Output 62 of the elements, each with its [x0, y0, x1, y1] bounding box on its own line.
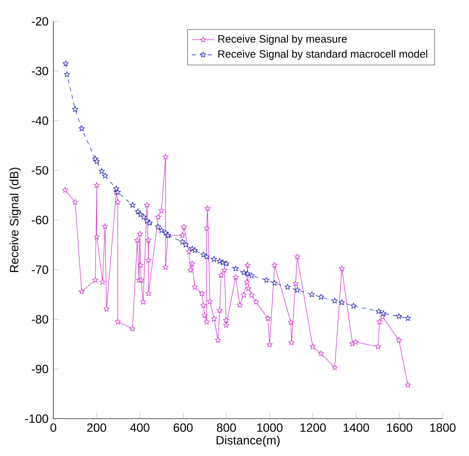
- point: [158, 227, 165, 234]
- point: [182, 242, 189, 248]
- point: [94, 158, 100, 164]
- y-tick-label: -100: [25, 414, 48, 423]
- point: [272, 280, 278, 286]
- point: [240, 269, 247, 276]
- x-tick-label: 1600: [386, 423, 412, 432]
- x-tick-label: 400: [130, 423, 150, 432]
- point: [232, 265, 239, 272]
- x-tick-label: 1800: [430, 423, 456, 432]
- point: [113, 185, 120, 192]
- point: [284, 284, 291, 290]
- point: [338, 299, 345, 306]
- point: [350, 302, 357, 309]
- y-tick-label: -40: [32, 116, 48, 125]
- point: [380, 310, 386, 316]
- legend-label: Receive Signal by measure: [218, 34, 347, 45]
- point: [404, 315, 411, 321]
- x-tick-label: 1000: [257, 423, 283, 432]
- y-tick-label: -20: [32, 17, 48, 26]
- x-tick-label: 0: [50, 423, 56, 432]
- x-tick-label: 1200: [300, 423, 326, 432]
- point: [62, 60, 69, 66]
- point: [140, 214, 147, 220]
- point: [308, 291, 315, 298]
- point: [376, 308, 382, 314]
- y-tick-label: -90: [32, 364, 48, 374]
- point: [129, 202, 136, 208]
- point: [179, 238, 186, 244]
- point: [72, 106, 78, 112]
- point: [155, 224, 162, 230]
- legend-label: Receive Signal by standard macrocell model: [218, 50, 428, 60]
- point: [102, 172, 108, 178]
- point: [98, 168, 105, 174]
- point: [294, 286, 300, 293]
- point: [332, 298, 338, 304]
- point: [134, 208, 141, 214]
- point: [137, 211, 144, 218]
- y-tick-label: -50: [32, 166, 48, 175]
- point: [216, 258, 223, 264]
- point: [192, 247, 198, 253]
- y-tick-label: -70: [32, 265, 48, 274]
- y-tick-label: -60: [32, 216, 48, 224]
- point: [263, 276, 270, 283]
- point: [64, 71, 70, 78]
- point: [223, 260, 230, 266]
- y-axis-title: Receive Signal (dB): [10, 168, 21, 272]
- point: [396, 313, 402, 319]
- point: [248, 272, 255, 278]
- point: [146, 220, 153, 226]
- point: [318, 294, 324, 300]
- x-tick-label: 800: [216, 423, 236, 432]
- point: [210, 256, 218, 262]
- point: [244, 270, 251, 276]
- x-tick-label: 200: [87, 423, 106, 432]
- y-tick-label: -30: [32, 66, 48, 76]
- x-axis-title: Distance(m): [216, 436, 280, 447]
- point: [78, 125, 85, 132]
- x-tick-label: 1400: [344, 423, 370, 432]
- y-tick-label: -80: [32, 315, 48, 324]
- x-tick-label: 600: [174, 423, 193, 432]
- point: [204, 254, 210, 260]
